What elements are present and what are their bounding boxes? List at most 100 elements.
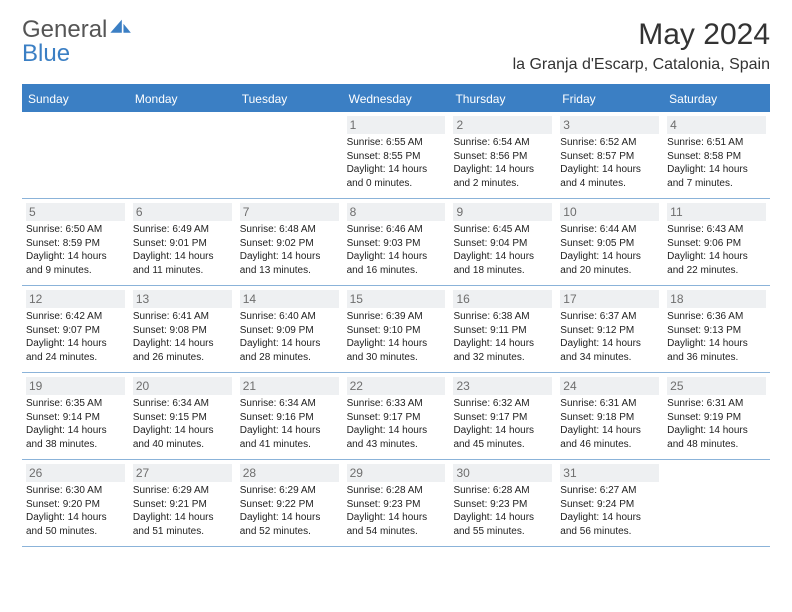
day-cell: 3Sunrise: 6:52 AMSunset: 8:57 PMDaylight… (556, 112, 663, 198)
day-cell: 24Sunrise: 6:31 AMSunset: 9:18 PMDayligh… (556, 373, 663, 459)
sunrise: Sunrise: 6:36 AM (667, 310, 766, 324)
sunrise: Sunrise: 6:29 AM (240, 484, 339, 498)
week-row: 19Sunrise: 6:35 AMSunset: 9:14 PMDayligh… (22, 373, 770, 460)
daylight: Daylight: 14 hours and 13 minutes. (240, 250, 339, 277)
day-number: 1 (347, 116, 446, 134)
daylight: Daylight: 14 hours and 0 minutes. (347, 163, 446, 190)
calendar: Sunday Monday Tuesday Wednesday Thursday… (22, 84, 770, 547)
daylight: Daylight: 14 hours and 16 minutes. (347, 250, 446, 277)
sunset: Sunset: 9:09 PM (240, 324, 339, 338)
daylight: Daylight: 14 hours and 45 minutes. (453, 424, 552, 451)
day-cell: 31Sunrise: 6:27 AMSunset: 9:24 PMDayligh… (556, 460, 663, 546)
day-number: 29 (347, 464, 446, 482)
weekday-thu: Thursday (449, 86, 556, 112)
day-number: 3 (560, 116, 659, 134)
day-number: 4 (667, 116, 766, 134)
day-cell: 8Sunrise: 6:46 AMSunset: 9:03 PMDaylight… (343, 199, 450, 285)
day-number: 25 (667, 377, 766, 395)
sunset: Sunset: 9:16 PM (240, 411, 339, 425)
day-cell: 7Sunrise: 6:48 AMSunset: 9:02 PMDaylight… (236, 199, 343, 285)
month-title: May 2024 (513, 18, 770, 52)
weekday-tue: Tuesday (236, 86, 343, 112)
day-number: 9 (453, 203, 552, 221)
daylight: Daylight: 14 hours and 41 minutes. (240, 424, 339, 451)
sunset: Sunset: 9:12 PM (560, 324, 659, 338)
sunrise: Sunrise: 6:54 AM (453, 136, 552, 150)
sunrise: Sunrise: 6:27 AM (560, 484, 659, 498)
daylight: Daylight: 14 hours and 22 minutes. (667, 250, 766, 277)
day-cell: 29Sunrise: 6:28 AMSunset: 9:23 PMDayligh… (343, 460, 450, 546)
daylight: Daylight: 14 hours and 18 minutes. (453, 250, 552, 277)
daylight: Daylight: 14 hours and 7 minutes. (667, 163, 766, 190)
day-cell: 13Sunrise: 6:41 AMSunset: 9:08 PMDayligh… (129, 286, 236, 372)
sunset: Sunset: 9:24 PM (560, 498, 659, 512)
daylight: Daylight: 14 hours and 28 minutes. (240, 337, 339, 364)
day-number: 14 (240, 290, 339, 308)
logo: GeneralBlue (22, 18, 133, 66)
daylight: Daylight: 14 hours and 36 minutes. (667, 337, 766, 364)
day-cell: 25Sunrise: 6:31 AMSunset: 9:19 PMDayligh… (663, 373, 770, 459)
sunset: Sunset: 9:01 PM (133, 237, 232, 251)
sunrise: Sunrise: 6:32 AM (453, 397, 552, 411)
day-number: 24 (560, 377, 659, 395)
day-cell: 20Sunrise: 6:34 AMSunset: 9:15 PMDayligh… (129, 373, 236, 459)
sunrise: Sunrise: 6:46 AM (347, 223, 446, 237)
day-number: 12 (26, 290, 125, 308)
day-number: 21 (240, 377, 339, 395)
week-row: 26Sunrise: 6:30 AMSunset: 9:20 PMDayligh… (22, 460, 770, 547)
weekday-mon: Monday (129, 86, 236, 112)
daylight: Daylight: 14 hours and 40 minutes. (133, 424, 232, 451)
day-cell: 22Sunrise: 6:33 AMSunset: 9:17 PMDayligh… (343, 373, 450, 459)
day-cell: 21Sunrise: 6:34 AMSunset: 9:16 PMDayligh… (236, 373, 343, 459)
day-number: 30 (453, 464, 552, 482)
sunset: Sunset: 9:22 PM (240, 498, 339, 512)
sunrise: Sunrise: 6:44 AM (560, 223, 659, 237)
daylight: Daylight: 14 hours and 46 minutes. (560, 424, 659, 451)
day-cell: 14 Sunrise: 6:40 AMSunset: 9:09 PMDayligh… (236, 286, 343, 372)
sunset: Sunset: 9:17 PM (453, 411, 552, 425)
day-cell: 16Sunrise: 6:38 AMSunset: 9:11 PMDayligh… (449, 286, 556, 372)
sunrise: Sunrise: 6:39 AM (347, 310, 446, 324)
sunrise: Sunrise: 6:51 AM (667, 136, 766, 150)
sunrise: Sunrise: 6:45 AM (453, 223, 552, 237)
day-number: 28 (240, 464, 339, 482)
sunset: Sunset: 9:23 PM (453, 498, 552, 512)
sunset: Sunset: 9:13 PM (667, 324, 766, 338)
sunset: Sunset: 9:05 PM (560, 237, 659, 251)
day-cell: 10Sunrise: 6:44 AMSunset: 9:05 PMDayligh… (556, 199, 663, 285)
daylight: Daylight: 14 hours and 34 minutes. (560, 337, 659, 364)
daylight: Daylight: 14 hours and 24 minutes. (26, 337, 125, 364)
day-number: 27 (133, 464, 232, 482)
day-cell: 12Sunrise: 6:42 AMSunset: 9:07 PMDayligh… (22, 286, 129, 372)
daylight: Daylight: 14 hours and 11 minutes. (133, 250, 232, 277)
daylight: Daylight: 14 hours and 50 minutes. (26, 511, 125, 538)
daylight: Daylight: 14 hours and 55 minutes. (453, 511, 552, 538)
daylight: Daylight: 14 hours and 2 minutes. (453, 163, 552, 190)
daylight: Daylight: 14 hours and 30 minutes. (347, 337, 446, 364)
header: GeneralBlue May 2024 la Granja d'Escarp,… (0, 0, 792, 78)
sunset: Sunset: 9:10 PM (347, 324, 446, 338)
sunrise: Sunrise: 6:49 AM (133, 223, 232, 237)
sunrise: Sunrise: 6:40 AM (240, 310, 339, 324)
daylight: Daylight: 14 hours and 52 minutes. (240, 511, 339, 538)
sunrise: Sunrise: 6:34 AM (133, 397, 232, 411)
day-cell: 2Sunrise: 6:54 AMSunset: 8:56 PMDaylight… (449, 112, 556, 198)
day-cell: 26Sunrise: 6:30 AMSunset: 9:20 PMDayligh… (22, 460, 129, 546)
sunrise: Sunrise: 6:30 AM (26, 484, 125, 498)
weekday-sun: Sunday (22, 86, 129, 112)
day-cell: 9 Sunrise: 6:45 AMSunset: 9:04 PMDaylight… (449, 199, 556, 285)
day-cell: . (22, 112, 129, 198)
day-cell: . (129, 112, 236, 198)
day-cell: 27Sunrise: 6:29 AMSunset: 9:21 PMDayligh… (129, 460, 236, 546)
day-number: 26 (26, 464, 125, 482)
day-number: 18 (667, 290, 766, 308)
day-cell: . (663, 460, 770, 546)
day-number: 11 (667, 203, 766, 221)
daylight: Daylight: 14 hours and 9 minutes. (26, 250, 125, 277)
sunset: Sunset: 9:19 PM (667, 411, 766, 425)
sunrise: Sunrise: 6:28 AM (347, 484, 446, 498)
sunset: Sunset: 8:57 PM (560, 150, 659, 164)
day-number: 20 (133, 377, 232, 395)
sunset: Sunset: 9:04 PM (453, 237, 552, 251)
sunrise: Sunrise: 6:33 AM (347, 397, 446, 411)
